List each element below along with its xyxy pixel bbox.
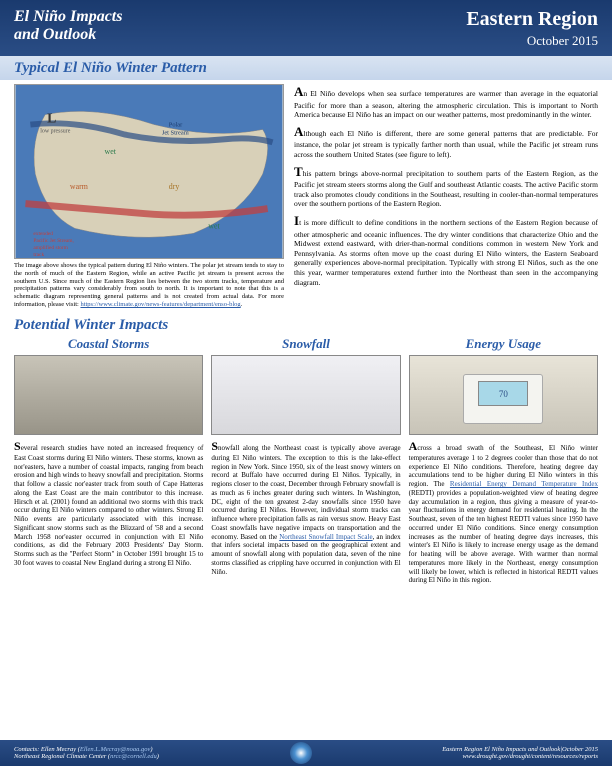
region-label: Eastern Region: [466, 8, 598, 31]
pattern-p1: An El Niño develops when sea surface tem…: [294, 84, 598, 120]
title-line1: El Niño Impacts: [14, 8, 122, 26]
page-header: El Niño Impacts and Outlook Eastern Regi…: [0, 0, 612, 56]
impacts-title: Potential Winter Impacts: [0, 315, 612, 336]
title-line2: and Outlook: [14, 26, 122, 44]
header-title: El Niño Impacts and Outlook: [14, 8, 122, 48]
map-caption: The image above shows the typical patter…: [14, 262, 284, 309]
snowfall-link[interactable]: Northeast Snowfall Impact Scale: [279, 533, 372, 541]
thermostat-icon: 70: [463, 374, 543, 424]
header-right: Eastern Region October 2015: [466, 8, 598, 48]
page-footer: Contacts: Ellen Mecray (Ellen.L.Mecray@n…: [0, 740, 612, 766]
pattern-map: L low pressure Polar Jet Stream wet warm…: [14, 84, 284, 259]
impact-text-snowfall: Snowfall along the Northeast coast is ty…: [211, 439, 400, 577]
impact-title-energy: Energy Usage: [409, 336, 598, 352]
pattern-p3: This pattern brings above-normal precipi…: [294, 164, 598, 209]
impact-energy: Energy Usage 70 Across a broad swath of …: [409, 336, 598, 585]
energy-link[interactable]: Residential Energy Demand Temperature In…: [450, 480, 598, 488]
pattern-p2: Although each El Niño is different, ther…: [294, 124, 598, 160]
pattern-text: An El Niño develops when sea surface tem…: [294, 84, 598, 309]
impact-img-snowfall: [211, 355, 400, 435]
impact-snowfall: Snowfall Snowfall along the Northeast co…: [211, 336, 400, 585]
impact-title-coastal: Coastal Storms: [14, 336, 203, 352]
impact-img-coastal: [14, 355, 203, 435]
map-dry: dry: [169, 182, 180, 191]
map-illustration: L low pressure Polar Jet Stream wet warm…: [15, 85, 283, 258]
impact-text-energy: Across a broad swath of the Southeast, E…: [409, 439, 598, 585]
svg-text:Jet Stream: Jet Stream: [162, 129, 189, 136]
pattern-p4: It is more difficult to define condition…: [294, 213, 598, 287]
map-polar: Polar: [169, 122, 183, 129]
map-wet2: wet: [208, 221, 220, 230]
impacts-row: Coastal Storms Several research studies …: [0, 336, 612, 591]
pattern-title-bar: Typical El Niño Winter Pattern: [0, 56, 612, 80]
map-L: L: [47, 111, 56, 126]
contact1-email[interactable]: Ellen.L.Mecray@noaa.gov: [80, 746, 150, 753]
map-warm: warm: [70, 182, 89, 191]
contact2-email[interactable]: nrcc@cornell.edu: [110, 753, 157, 760]
date-label: October 2015: [466, 33, 598, 49]
map-wet1: wet: [105, 147, 117, 156]
impact-coastal: Coastal Storms Several research studies …: [14, 336, 203, 585]
svg-text:amplified storm: amplified storm: [33, 244, 68, 251]
footer-right: Eastern Region El Niño Impacts and Outlo…: [442, 746, 598, 760]
pattern-left: L low pressure Polar Jet Stream wet warm…: [14, 84, 284, 309]
impact-img-energy: 70: [409, 355, 598, 435]
pattern-title: Typical El Niño Winter Pattern: [14, 60, 207, 76]
impact-title-snowfall: Snowfall: [211, 336, 400, 352]
noaa-logo-icon: [290, 742, 312, 764]
map-ext1: extended: [33, 231, 53, 237]
caption-link[interactable]: https://www.climate.gov/news-features/de…: [80, 301, 240, 308]
footer-contacts: Contacts: Ellen Mecray (Ellen.L.Mecray@n…: [14, 746, 159, 760]
svg-text:Pacific Jet Stream,: Pacific Jet Stream,: [33, 237, 74, 244]
map-lowp: low pressure: [40, 128, 70, 134]
impact-text-coastal: Several research studies have noted an i…: [14, 439, 203, 568]
svg-text:track: track: [33, 252, 44, 258]
pattern-section: L low pressure Polar Jet Stream wet warm…: [0, 80, 612, 315]
